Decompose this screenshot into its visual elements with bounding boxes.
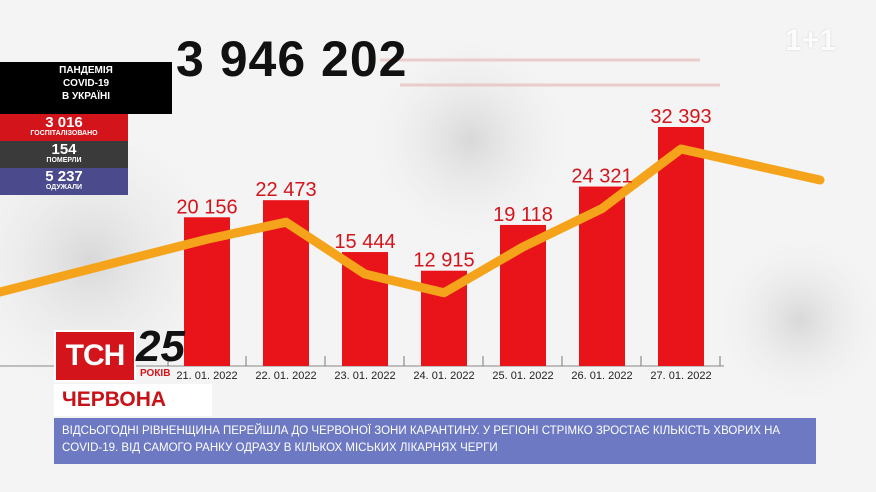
news-ticker: Відсьогодні Рівненщина перейшла до черво… bbox=[54, 418, 816, 464]
anniversary-logo: 25 РОКІВ bbox=[134, 322, 192, 386]
data-label: 24 321 bbox=[571, 166, 632, 188]
channel-watermark: 1+1 bbox=[785, 24, 836, 57]
stat-recovered: 5 237 ОДУЖАЛИ bbox=[0, 168, 128, 195]
tsn-logo: ТСН bbox=[54, 330, 136, 382]
panel-title: ПАНДЕМІЯ COVID-19 В УКРАЇНІ bbox=[0, 62, 172, 114]
stat-value: 154 bbox=[51, 141, 77, 158]
data-label: 15 444 bbox=[334, 231, 395, 253]
stat-value: 3 016 bbox=[45, 114, 83, 131]
x-tick-label: 23. 01. 2022 bbox=[334, 370, 395, 382]
data-label: 22 473 bbox=[255, 179, 316, 201]
stat-hospitalized: 3 016 ГОСПІТАЛІЗОВАНО bbox=[0, 114, 128, 141]
data-label: 20 156 bbox=[176, 196, 237, 218]
data-label: 12 915 bbox=[413, 250, 474, 272]
x-tick-label: 21. 01. 2022 bbox=[176, 370, 237, 382]
anniversary-subtitle: РОКІВ bbox=[140, 368, 171, 379]
x-tick-label: 22. 01. 2022 bbox=[255, 370, 316, 382]
data-label: 19 118 bbox=[493, 204, 553, 226]
trend-line bbox=[0, 144, 825, 298]
stat-value: 5 237 bbox=[45, 168, 83, 185]
x-tick-label: 27. 01. 2022 bbox=[650, 370, 711, 382]
x-tick-label: 26. 01. 2022 bbox=[571, 370, 632, 382]
total-cases: 3 946 202 bbox=[176, 31, 408, 87]
x-tick-label: 25. 01. 2022 bbox=[492, 370, 553, 382]
stat-label: ГОСПІТАЛІЗОВАНО bbox=[30, 130, 98, 137]
anniversary-number: 25 bbox=[136, 322, 185, 371]
stat-deaths: 154 ПОМЕРЛИ bbox=[0, 141, 128, 168]
panel-title-line: COVID-19 bbox=[62, 78, 110, 89]
stat-label: ПОМЕРЛИ bbox=[46, 157, 82, 164]
stat-label: ОДУЖАЛИ bbox=[45, 184, 83, 191]
bar bbox=[658, 127, 704, 366]
data-label: 32 393 bbox=[650, 106, 711, 128]
panel-title-line: В УКРАЇНІ bbox=[61, 91, 111, 102]
x-tick-label: 24. 01. 2022 bbox=[413, 370, 474, 382]
panel-title-line: ПАНДЕМІЯ bbox=[59, 65, 113, 76]
headline: ЧЕРВОНА ЗОНА bbox=[54, 384, 212, 443]
